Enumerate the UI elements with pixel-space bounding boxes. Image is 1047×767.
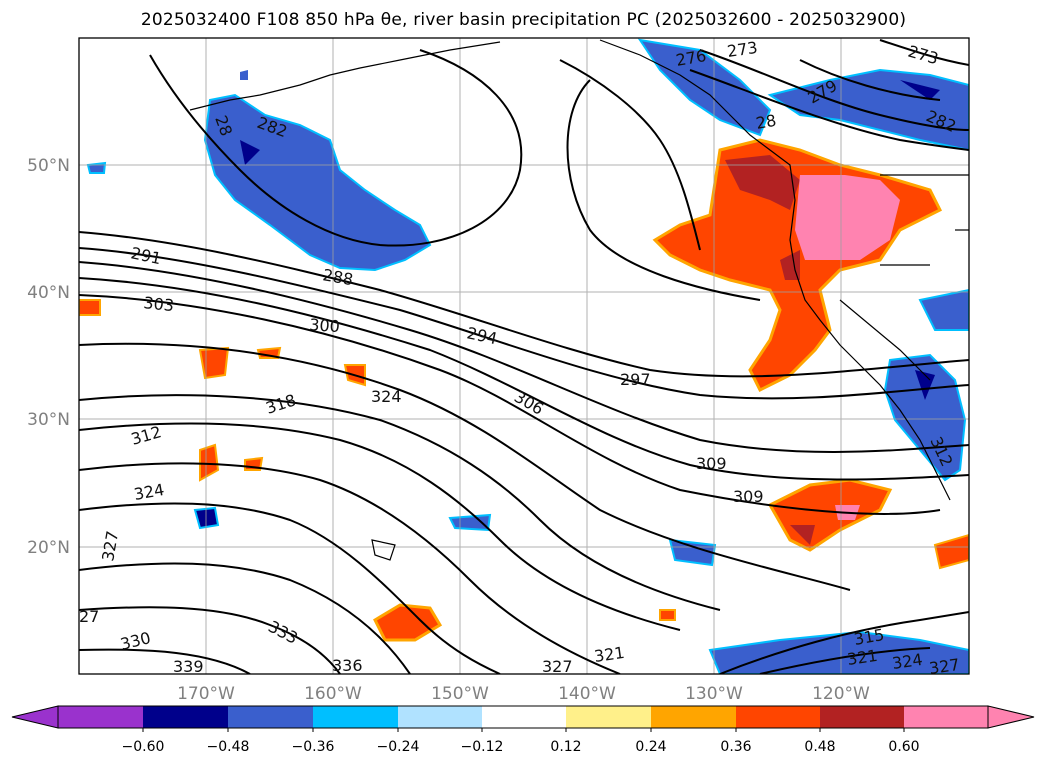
contour-label: 300 xyxy=(309,315,341,336)
longitude-labels: 170°W 160°W 150°W 140°W 130°W 120°W xyxy=(177,684,870,704)
colorbar-bin xyxy=(58,706,143,728)
colorbar-bin xyxy=(736,706,820,728)
lon-label: 160°W xyxy=(304,684,362,704)
theta-e-contours xyxy=(79,39,969,674)
contour-label: 336 xyxy=(332,656,363,675)
colorbar-tick: 0.36 xyxy=(720,739,751,755)
contour-label: 327 xyxy=(542,657,573,676)
contour-label: 324 xyxy=(371,387,402,406)
colorbar-tick: 0.60 xyxy=(888,739,919,755)
plot-frame xyxy=(78,37,970,675)
lon-label: 130°W xyxy=(685,684,743,704)
contour-label: 303 xyxy=(143,293,175,315)
map-title: 2025032400 F108 850 hPa θe, river basin … xyxy=(140,10,907,30)
colorbar-tick: 0.24 xyxy=(635,739,666,755)
latitude-labels: 50°N 40°N 30°N 20°N xyxy=(27,156,70,558)
colorbar-tick: −0.60 xyxy=(122,739,165,755)
colorbar-tick: 0.48 xyxy=(804,739,835,755)
colorbar-extend-high xyxy=(987,705,1035,729)
shade-negative-ne xyxy=(637,38,772,137)
colorbar-tick: −0.12 xyxy=(461,739,504,755)
contour-label: 297 xyxy=(620,370,651,389)
shade-negative-nw xyxy=(203,93,432,272)
contour-label: 321 xyxy=(846,646,879,669)
colorbar-tick: −0.36 xyxy=(292,739,335,755)
colorbar-bin xyxy=(143,706,228,728)
colorbar-tick: −0.48 xyxy=(207,739,250,755)
graticule xyxy=(79,38,969,674)
colorbar: −0.60 −0.48 −0.36 −0.24 −0.12 0.12 0.24 … xyxy=(11,705,1035,755)
lon-label: 150°W xyxy=(431,684,489,704)
contour-label: 28 xyxy=(754,111,777,133)
contour-label: 339 xyxy=(173,657,204,676)
contour-label: 324 xyxy=(891,650,924,673)
lat-label: 50°N xyxy=(27,156,70,176)
contour-label: 27 xyxy=(79,607,99,626)
lon-label: 120°W xyxy=(812,684,870,704)
contour-label: 309 xyxy=(733,487,764,506)
colorbar-bin xyxy=(482,706,566,728)
lon-label: 140°W xyxy=(558,684,616,704)
colorbar-bin xyxy=(228,706,313,728)
colorbar-bin xyxy=(313,706,398,728)
lat-label: 40°N xyxy=(27,283,70,303)
colorbar-tick: −0.24 xyxy=(377,739,420,755)
contour-label: 273 xyxy=(726,38,759,61)
coastlines xyxy=(189,39,969,561)
contour-label: 321 xyxy=(593,643,626,666)
colorbar-bin xyxy=(566,706,651,728)
contour-label: 327 xyxy=(928,655,961,678)
colorbar-tick: 0.12 xyxy=(550,739,581,755)
colorbar-bin xyxy=(398,706,482,728)
colorbar-bin xyxy=(651,706,736,728)
lon-label: 170°W xyxy=(177,684,235,704)
colorbar-extend-low xyxy=(11,705,59,729)
lat-label: 30°N xyxy=(27,410,70,430)
colorbar-bin xyxy=(904,706,988,728)
contour-label: 309 xyxy=(696,454,727,473)
colorbar-bin xyxy=(820,706,904,728)
lat-label: 20°N xyxy=(27,538,70,558)
